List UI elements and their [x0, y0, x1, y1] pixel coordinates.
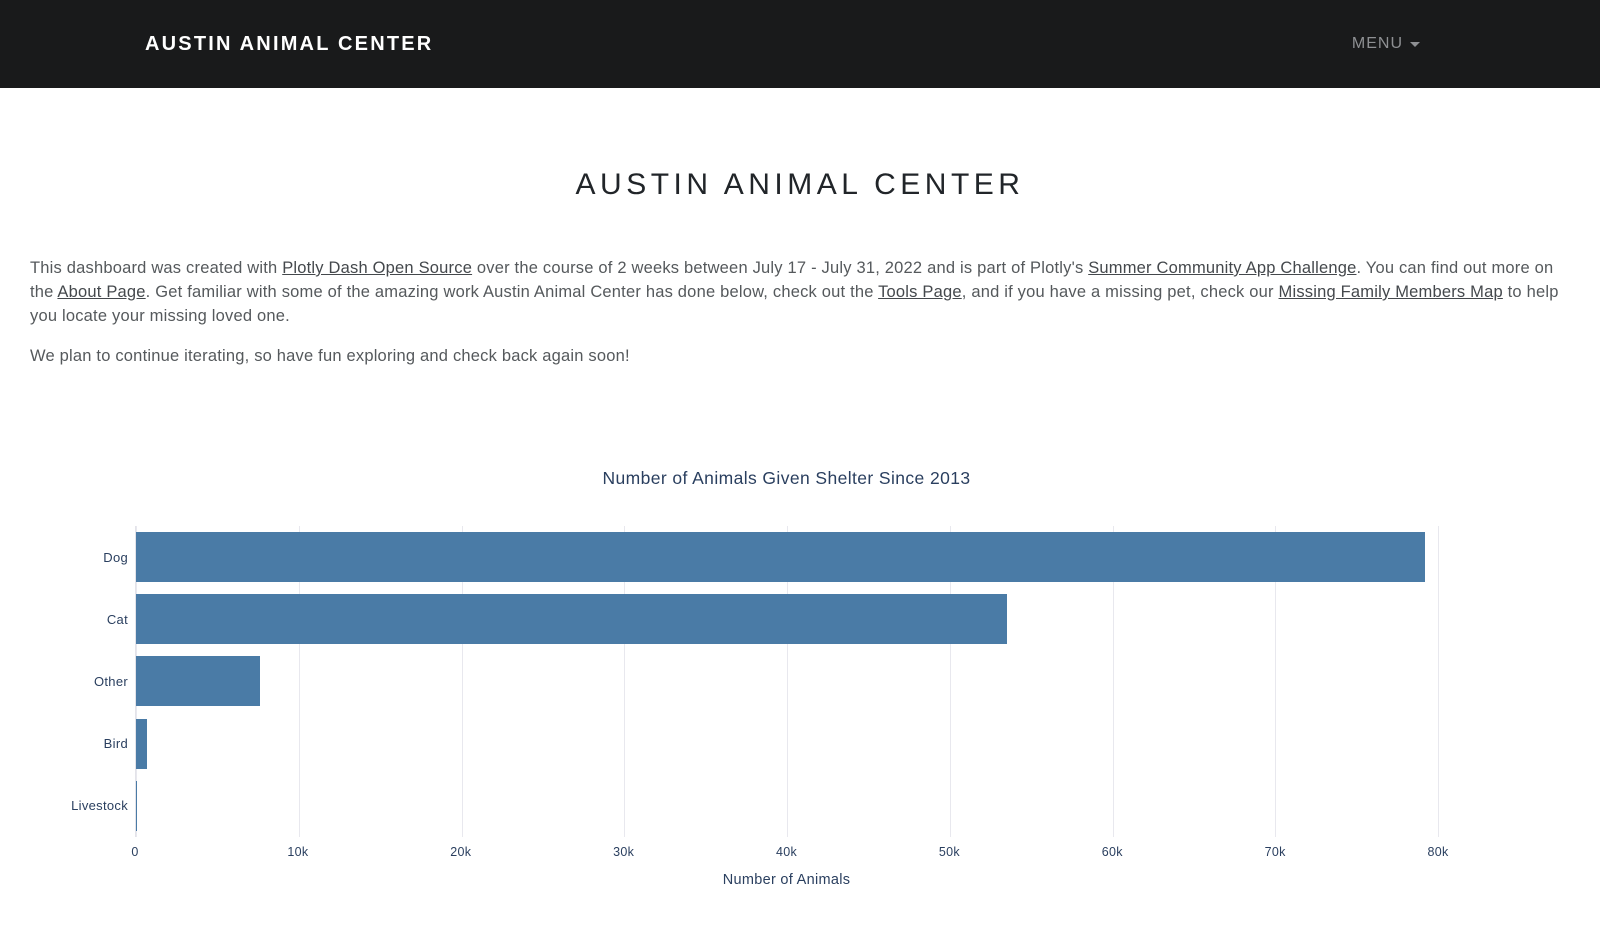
y-axis-label-bird: Bird: [103, 736, 128, 752]
bar-cat[interactable]: [136, 594, 1007, 645]
x-tick-label: 50k: [938, 845, 960, 859]
bar-chart: Number of Animals Given Shelter Since 20…: [0, 468, 1600, 888]
x-tick-label: 20k: [450, 845, 472, 859]
gridline: [1438, 526, 1439, 837]
y-axis-label-livestock: Livestock: [71, 798, 128, 814]
intro-text: over the course of 2 weeks between July …: [472, 259, 1089, 277]
bar-row: [136, 526, 1438, 588]
gridline: [624, 526, 626, 837]
intro-text: . Get familiar with some of the amazing …: [145, 283, 879, 301]
summer-community-app-challenge-link[interactable]: Summer Community App Challenge: [1088, 259, 1357, 277]
missing-family-members-map-link[interactable]: Missing Family Members Map: [1278, 283, 1503, 301]
x-axis-title: Number of Animals: [722, 872, 851, 888]
intro-text: to help you locate your missing loved on…: [30, 283, 1559, 325]
gridline: [949, 526, 951, 837]
gridline: [298, 526, 300, 837]
bar-dog[interactable]: [136, 532, 1425, 583]
plot-area: Dog Cat Other Bird Livestock: [71, 526, 1439, 837]
bar-row: [136, 650, 1438, 712]
intro-text: This dashboard was created with: [30, 259, 283, 277]
bar-bird[interactable]: [136, 718, 148, 769]
intro-section: This dashboard was created with Plotly D…: [30, 256, 1566, 368]
y-axis-labels: Dog Cat Other Bird Livestock: [1, 526, 128, 837]
x-tick-label: 0: [131, 845, 139, 859]
gridline: [1112, 526, 1114, 837]
x-axis-ticks: 0 10k 20k 30k 40k 50k 60k 70k 80k: [131, 845, 1448, 867]
y-axis-label-dog: Dog: [103, 549, 128, 565]
x-tick-label: 40k: [775, 845, 798, 859]
bar-other[interactable]: [136, 656, 260, 707]
y-axis-label-other: Other: [93, 673, 128, 689]
chart-title: Number of Animals Given Shelter Since 20…: [602, 468, 971, 488]
chevron-down-icon: [1410, 41, 1420, 52]
x-tick-label: 30k: [613, 845, 635, 859]
gridline: [461, 526, 463, 837]
intro-paragraph-2: We plan to continue iterating, so have f…: [30, 347, 630, 365]
intro-paragraph: This dashboard was created with Plotly D…: [30, 256, 1566, 328]
about-page-link[interactable]: About Page: [57, 283, 146, 301]
page-title: AUSTIN ANIMAL CENTER: [575, 168, 1025, 201]
x-tick-label: 70k: [1264, 845, 1286, 859]
x-tick-label: 60k: [1101, 845, 1123, 859]
intro-text: , and if you have a missing pet, check o…: [961, 283, 1279, 301]
intro-text: . You can find out more on the: [30, 259, 1554, 301]
bar-row: [136, 775, 1438, 837]
navbar-brand[interactable]: AUSTIN ANIMAL CENTER: [145, 32, 434, 55]
menu-dropdown-toggle[interactable]: MENU: [1352, 35, 1420, 53]
x-tick-label: 10k: [287, 845, 309, 859]
x-tick-label: 80k: [1427, 845, 1449, 859]
gridline: [787, 526, 788, 837]
menu-label: MENU: [1351, 35, 1403, 52]
gridline: [1275, 526, 1277, 837]
bar-row: [136, 588, 1438, 650]
tools-page-link[interactable]: Tools Page: [878, 283, 962, 301]
navbar: AUSTIN ANIMAL CENTER MENU: [0, 0, 1600, 88]
plotly-dash-open-source-link[interactable]: Plotly Dash Open Source: [282, 259, 473, 277]
bar-row: [136, 713, 1438, 775]
y-axis-label-cat: Cat: [106, 611, 128, 627]
